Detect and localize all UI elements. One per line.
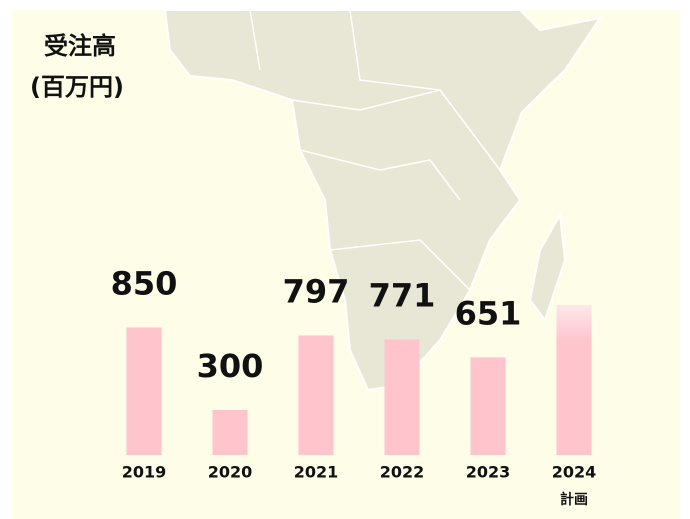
bar xyxy=(470,357,506,455)
bar xyxy=(212,410,248,455)
x-tick-label: 2021 xyxy=(294,463,339,482)
bar xyxy=(126,327,162,455)
x-tick-label: 2019 xyxy=(122,463,167,482)
chart-subtitle: (百万円) xyxy=(30,73,124,101)
x-tick-label: 2023 xyxy=(466,463,511,482)
x-tick-label: 2020 xyxy=(208,463,253,482)
map-island xyxy=(528,211,567,323)
bar xyxy=(556,305,592,455)
value-label: 797 xyxy=(283,272,350,310)
value-label: 651 xyxy=(455,294,522,332)
value-label: 300 xyxy=(197,347,264,385)
x-tick-label: 2022 xyxy=(380,463,425,482)
chart-title: 受注高 xyxy=(44,32,116,60)
value-label: 771 xyxy=(369,276,436,314)
annotation: 計画 xyxy=(560,491,588,508)
x-tick-label: 2024 xyxy=(552,463,597,482)
map-borders xyxy=(249,9,501,291)
bar xyxy=(384,339,420,455)
bar xyxy=(298,335,334,455)
value-label: 850 xyxy=(111,265,178,303)
